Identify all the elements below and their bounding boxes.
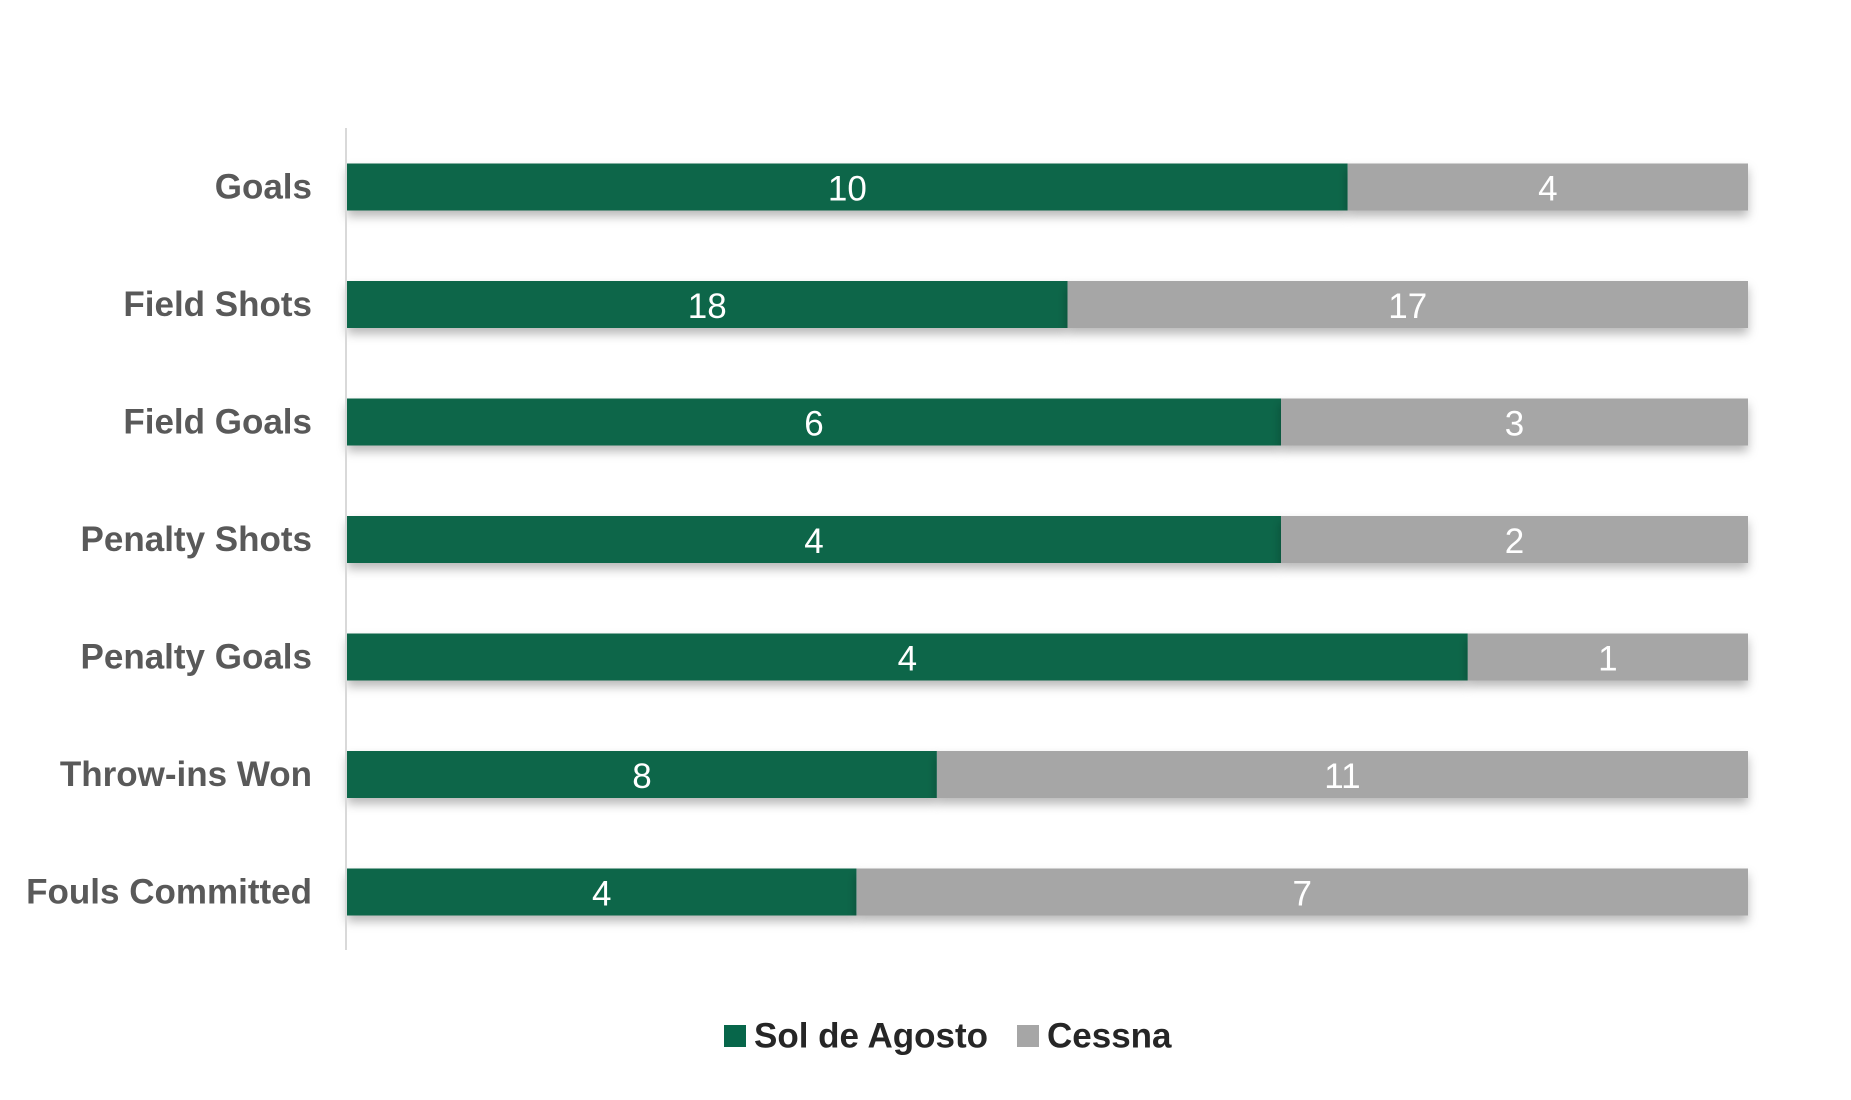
legend-swatch-sol-de-agosto (724, 1025, 746, 1047)
legend-label-sol-de-agosto: Sol de Agosto (754, 1017, 988, 1056)
bar-cessna-penalty-goals (1467, 633, 1748, 681)
data-label-sol-de-agosto-throw-ins-won: 8 (632, 757, 651, 796)
category-label-fouls-committed: Fouls Committed (26, 873, 312, 912)
data-label-sol-de-agosto-field-goals: 6 (804, 405, 823, 444)
bar-sol-de-agosto-field-goals (347, 398, 1281, 446)
bar-sol-de-agosto-penalty-shots (347, 516, 1281, 563)
bar-cessna-goals (1347, 163, 1748, 211)
legend-item-cessna: Cessna (1017, 1017, 1172, 1056)
bar-cessna-fouls-committed (856, 868, 1748, 916)
data-label-sol-de-agosto-fouls-committed: 4 (592, 875, 611, 914)
data-label-cessna-goals: 4 (1538, 170, 1557, 209)
legend-swatch-cessna (1017, 1025, 1039, 1047)
data-label-cessna-field-shots: 17 (1388, 287, 1427, 326)
category-label-field-shots: Field Shots (123, 285, 312, 324)
data-label-sol-de-agosto-field-shots: 18 (688, 287, 727, 326)
data-label-sol-de-agosto-goals: 10 (828, 170, 867, 209)
data-label-cessna-throw-ins-won: 11 (1324, 757, 1360, 796)
data-label-cessna-fouls-committed: 7 (1292, 875, 1311, 914)
bar-cessna-field-goals (1281, 398, 1748, 446)
legend-label-cessna: Cessna (1047, 1017, 1172, 1056)
data-label-cessna-penalty-shots: 2 (1505, 522, 1524, 561)
category-label-field-goals: Field Goals (123, 403, 312, 442)
bar-sol-de-agosto-field-shots (347, 281, 1068, 328)
bar-sol-de-agosto-penalty-goals (347, 633, 1468, 681)
legend: Sol de Agosto Cessna (724, 1017, 1172, 1056)
data-label-sol-de-agosto-penalty-goals: 4 (898, 640, 917, 679)
category-label-penalty-shots: Penalty Shots (81, 520, 312, 559)
plot-area: 10 418 176 34 24 18 114 7 (347, 163, 1748, 916)
category-label-penalty-goals: Penalty Goals (81, 638, 312, 677)
legend-item-sol-de-agosto: Sol de Agosto (724, 1017, 988, 1056)
category-labels: Goals Field Shots Field Goals Penalty Shots… (26, 168, 312, 912)
bar-sol-de-agosto-goals (347, 163, 1348, 211)
data-label-cessna-penalty-goals: 1 (1598, 640, 1617, 679)
bar-cessna-throw-ins-won (936, 751, 1748, 798)
category-label-throw-ins-won: Throw-ins Won (60, 755, 312, 794)
category-label-goals: Goals (215, 168, 312, 207)
data-label-cessna-field-goals: 3 (1505, 405, 1524, 444)
bar-sol-de-agosto-fouls-committed (347, 868, 857, 916)
bar-cessna-penalty-shots (1281, 516, 1748, 563)
bar-cessna-field-shots (1067, 281, 1748, 328)
data-label-sol-de-agosto-penalty-shots: 4 (804, 522, 823, 561)
bar-sol-de-agosto-throw-ins-won (347, 751, 937, 798)
